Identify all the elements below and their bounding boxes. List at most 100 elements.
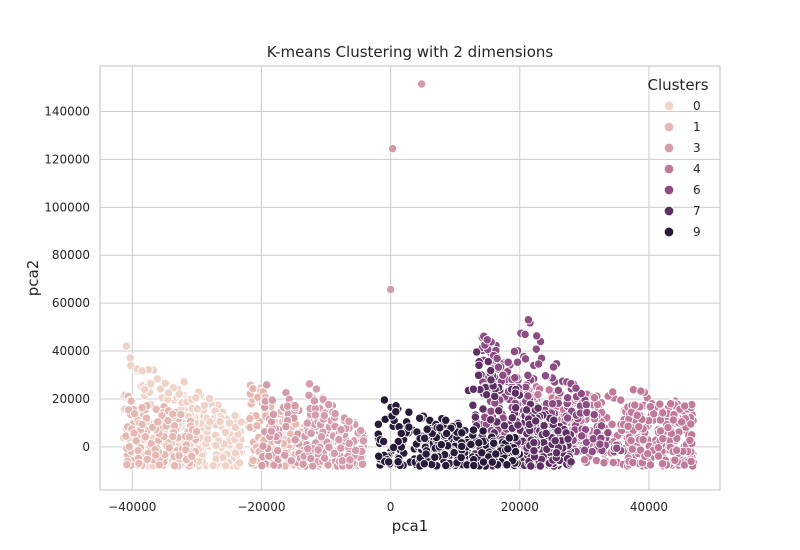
scatter-point <box>266 426 276 436</box>
scatter-point <box>234 458 245 468</box>
scatter-point <box>512 357 523 367</box>
scatter-point <box>350 445 361 456</box>
scatter-point <box>358 436 369 446</box>
scatter-point <box>311 384 322 394</box>
scatter-point <box>191 426 202 437</box>
scatter-point <box>414 413 425 423</box>
scatter-point <box>218 452 228 463</box>
scatter-point <box>306 453 316 464</box>
chart-title: K-means Clustering with 2 dimensions <box>267 43 554 61</box>
scatter-point <box>491 449 501 459</box>
scatter-point <box>319 453 330 463</box>
scatter-point <box>666 399 676 409</box>
scatter-point <box>396 428 406 439</box>
scatter-point <box>507 413 518 423</box>
scatter-point <box>220 461 231 471</box>
plot-frame <box>99 65 721 491</box>
scatter-point <box>449 447 459 458</box>
scatter-point <box>623 421 633 431</box>
scatter-point <box>290 401 300 411</box>
scatter-point <box>549 415 559 425</box>
y-tick-label: 40000 <box>52 344 90 358</box>
scatter-point <box>596 421 607 431</box>
scatter-point <box>230 448 241 458</box>
scatter-point <box>393 436 403 447</box>
scatter-point <box>474 360 484 370</box>
scatter-point <box>504 433 515 443</box>
scatter-point <box>612 443 622 453</box>
scatter-point <box>685 435 695 445</box>
scatter-point <box>587 446 597 457</box>
scatter-point <box>468 384 479 394</box>
scatter-point <box>634 422 644 432</box>
scatter-point <box>262 380 272 390</box>
scatter-point <box>503 357 513 367</box>
y-axis-label: pca2 <box>24 260 42 297</box>
scatter-point <box>566 457 576 467</box>
scatter-point <box>303 444 313 454</box>
scatter-point <box>457 428 467 438</box>
scatter-point <box>308 461 318 471</box>
scatter-point <box>510 373 520 383</box>
scatter-point <box>125 353 135 363</box>
scatter-point <box>124 442 134 452</box>
scatter-point <box>686 456 696 467</box>
scatter-point <box>174 389 184 399</box>
scatter-point <box>529 437 539 448</box>
scatter-point <box>310 410 321 420</box>
legend-marker-0 <box>663 100 675 112</box>
scatter-point <box>486 375 496 385</box>
scatter-point <box>302 418 312 428</box>
scatter-point <box>456 452 466 463</box>
scatter-point <box>671 445 682 455</box>
scatter-point <box>577 431 587 441</box>
scatter-point <box>337 456 347 466</box>
scatter-point <box>466 439 476 450</box>
scatter-point <box>579 455 590 465</box>
scatter-point <box>551 448 562 458</box>
scatter-point <box>540 371 551 381</box>
scatter-point <box>481 390 492 400</box>
scatter-point <box>533 389 543 400</box>
scatter-point <box>616 395 626 405</box>
scatter-point <box>653 442 663 453</box>
y-tick-label: 120000 <box>44 152 90 166</box>
scatter-point <box>535 461 545 471</box>
scatter-point <box>174 450 184 461</box>
outlier-point <box>416 79 427 89</box>
scatter-point <box>304 379 315 389</box>
scatter-point <box>236 417 247 427</box>
scatter-point <box>563 393 573 403</box>
scatter-point <box>357 459 368 469</box>
scatter-point <box>492 353 502 364</box>
scatter-point <box>205 417 215 427</box>
y-tick-label: 80000 <box>52 248 90 262</box>
scatter-point <box>511 403 521 413</box>
scatter-point <box>499 421 510 431</box>
scatter-point <box>179 377 189 387</box>
scatter-point <box>137 403 147 413</box>
scatter-point <box>571 383 581 393</box>
scatter-point <box>441 415 451 425</box>
scatter-point <box>523 391 533 401</box>
scatter-point <box>502 460 512 470</box>
scatter-point <box>316 432 327 442</box>
legend-label-7: 7 <box>693 204 701 218</box>
scatter-point <box>329 448 339 459</box>
legend-label-1: 1 <box>693 120 701 134</box>
scatter-point <box>163 388 174 398</box>
scatter-point <box>306 428 316 438</box>
scatter-point <box>486 406 496 416</box>
series-3-points <box>257 379 369 471</box>
scatter-point <box>286 456 296 466</box>
scatter-point <box>151 450 161 460</box>
scatter-point <box>220 427 231 437</box>
scatter-point <box>653 451 664 461</box>
scatter-point <box>477 448 487 458</box>
scatter-point <box>478 426 488 436</box>
scatter-point <box>489 438 499 448</box>
scatter-point <box>126 396 136 406</box>
scatter-point <box>142 454 152 465</box>
scatter-point <box>469 460 479 471</box>
